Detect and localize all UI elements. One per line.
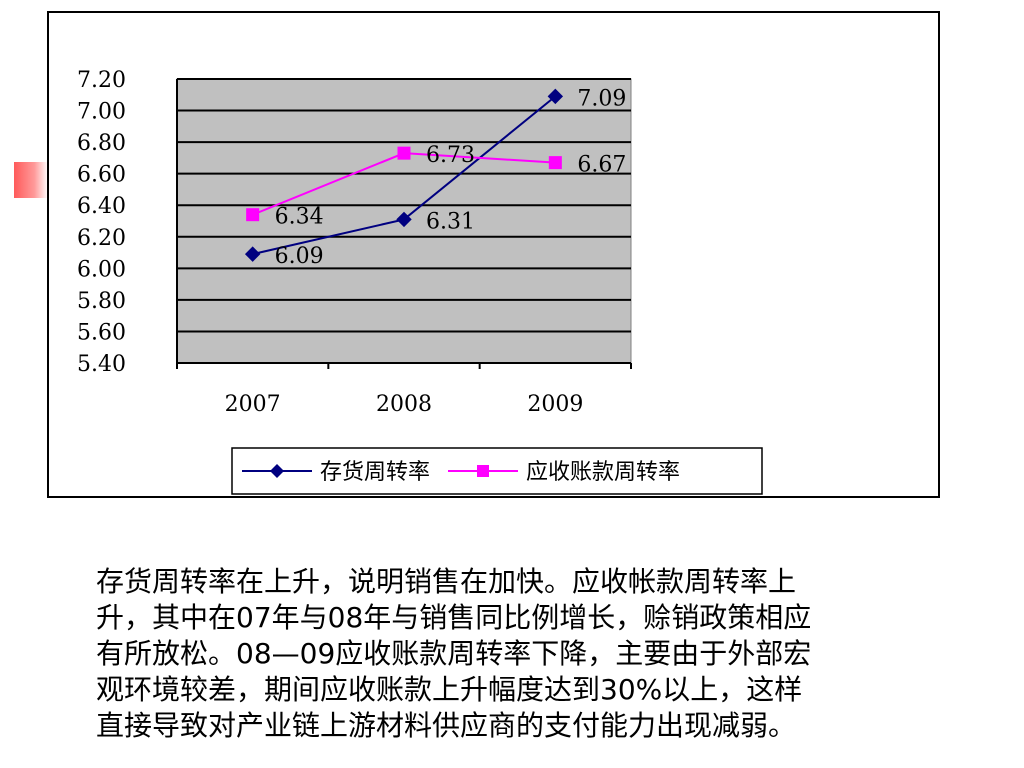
data-point — [246, 208, 260, 222]
legend-label: 应收账款周转率 — [526, 460, 680, 485]
data-label: 6.67 — [577, 153, 626, 178]
y-tick-label: 6.80 — [77, 131, 126, 156]
data-label: 6.73 — [426, 143, 475, 168]
description-text: 存货周转率在上升，说明销售在加快。应收帐款周转率上 升，其中在07年与08年与销… — [96, 564, 958, 744]
y-tick-label: 6.00 — [77, 257, 126, 282]
legend-label: 存货周转率 — [320, 460, 430, 485]
description-line: 观环境较差，期间应收账款上升幅度达到30%以上，这样 — [96, 673, 803, 706]
x-tick-label: 2009 — [527, 392, 583, 417]
description-line: 有所放松。08—09应收账款周转率下降，主要由于外部宏 — [96, 637, 812, 670]
description-line: 存货周转率在上升，说明销售在加快。应收帐款周转率上 — [96, 565, 797, 598]
data-point — [397, 146, 411, 160]
y-tick-label: 7.00 — [77, 100, 126, 125]
data-label: 6.34 — [275, 205, 324, 230]
data-label: 6.31 — [426, 209, 475, 234]
data-point — [396, 211, 412, 228]
x-tick-label: 2008 — [376, 392, 432, 417]
y-tick-label: 6.40 — [77, 194, 126, 219]
y-tick-label: 5.40 — [77, 352, 126, 377]
legend-marker — [477, 465, 489, 477]
data-label: 6.09 — [275, 244, 324, 269]
data-point — [547, 88, 564, 105]
y-tick-label: 6.20 — [77, 226, 126, 251]
data-point — [244, 246, 261, 262]
data-point — [548, 156, 562, 170]
y-tick-label: 6.60 — [77, 163, 126, 188]
legend-marker — [270, 464, 284, 478]
description-line: 升，其中在07年与08年与销售同比例增长，赊销政策相应 — [96, 601, 812, 634]
y-tick-label: 5.80 — [77, 289, 126, 314]
decorative-accent-bar — [14, 162, 48, 198]
data-label: 7.09 — [577, 86, 626, 111]
chart-frame: 7.20 7.00 6.80 6.60 6.40 6.20 6.00 5.80 5.60 5.40… — [47, 11, 940, 498]
description-line: 直接导致对产业链上游材料供应商的支付能力出现减弱。 — [96, 709, 797, 742]
line-chart: 7.20 7.00 6.80 6.60 6.40 6.20 6.00 5.80 5.60 5.40… — [77, 68, 763, 495]
x-tick-label: 2007 — [225, 392, 281, 417]
y-tick-label: 5.60 — [77, 320, 126, 345]
y-tick-label: 7.20 — [77, 68, 126, 93]
